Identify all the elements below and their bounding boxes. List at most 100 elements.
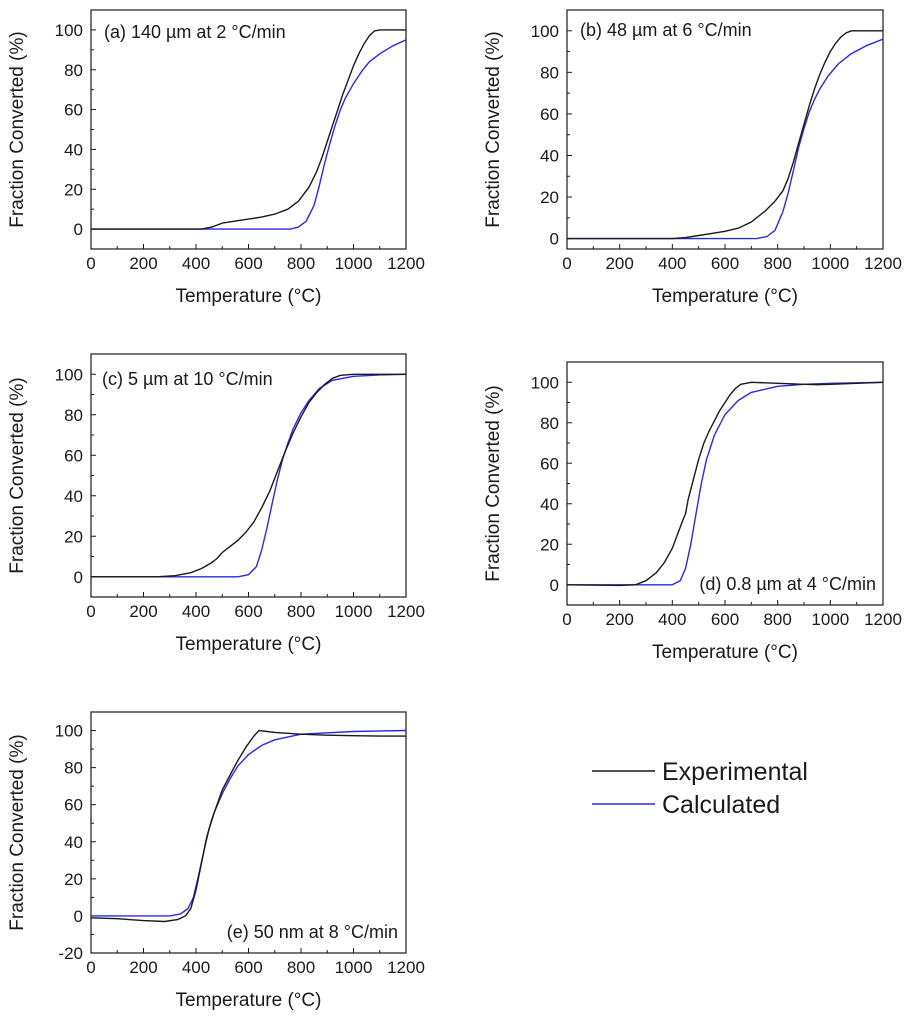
chart-panel: 0 200 400 600 800 1000 1200 0 20 40 60 80 100 Tempera… [7, 353, 425, 655]
x-tick-label: 0 [562, 610, 571, 629]
x-tick-label: 600 [234, 254, 262, 273]
y-tick-label: 40 [540, 495, 559, 514]
x-tick-label: 1000 [335, 254, 373, 273]
x-tick-label: 400 [182, 254, 210, 273]
y-tick-label: 80 [64, 61, 83, 80]
x-tick-label: 1200 [387, 602, 425, 621]
y-tick-label: 0 [74, 220, 83, 239]
series-line-calculated [91, 373, 407, 578]
y-tick-label: 100 [531, 22, 559, 41]
series-line-experimental [91, 373, 406, 578]
y-tick-label: 100 [55, 365, 83, 384]
x-tick-label: 800 [287, 958, 315, 977]
series-line-calculated [91, 39, 407, 230]
series-line-experimental [566, 381, 884, 587]
y-tick-label: 0 [74, 907, 83, 926]
y-axis-title: Fraction Converted (%) [7, 377, 28, 573]
x-tick-label: 200 [129, 602, 157, 621]
x-tick-label: 1200 [864, 254, 902, 273]
x-tick-label: 400 [182, 602, 210, 621]
legend-label-calculated: Calculated [662, 791, 780, 819]
y-tick-label: 0 [550, 576, 559, 595]
legend: Experimental Calculated [592, 758, 808, 819]
y-tick-label: 60 [540, 454, 559, 473]
y-tick-label: 0 [74, 568, 83, 587]
x-axis-title: Temperature (°C) [176, 286, 322, 307]
x-tick-label: 800 [763, 610, 791, 629]
series-line-calculated [91, 729, 407, 917]
y-tick-label: 80 [64, 759, 83, 778]
x-axis-title: Temperature (°C) [176, 634, 322, 655]
y-tick-label: 60 [64, 446, 83, 465]
x-tick-label: 0 [86, 958, 95, 977]
x-tick-label: 1000 [811, 254, 849, 273]
y-axis-title: Fraction Converted (%) [483, 385, 504, 581]
x-tick-label: 400 [658, 610, 686, 629]
series-line-experimental [90, 729, 406, 923]
panel-label: (b) 48 µm at 6 °C/min [580, 20, 752, 40]
plot-frame [566, 9, 884, 250]
y-tick-label: 20 [540, 188, 559, 207]
panel-label: (e) 50 nm at 8 °C/min [227, 922, 398, 942]
series-line-calculated [567, 38, 884, 240]
y-tick-label: 20 [64, 527, 83, 546]
x-tick-label: 1000 [335, 602, 373, 621]
x-tick-label: 600 [711, 610, 739, 629]
x-tick-label: 800 [287, 602, 315, 621]
y-tick-label: -20 [58, 944, 83, 963]
x-tick-label: 600 [234, 958, 262, 977]
y-tick-label: 20 [64, 180, 83, 199]
y-tick-label: 60 [540, 105, 559, 124]
x-tick-label: 200 [129, 254, 157, 273]
y-tick-label: 100 [531, 373, 559, 392]
panel-label: (d) 0.8 µm at 4 °C/min [699, 574, 876, 594]
y-tick-label: 80 [540, 414, 559, 433]
series-line-experimental [91, 29, 406, 230]
x-tick-label: 800 [763, 254, 791, 273]
x-tick-label: 600 [711, 254, 739, 273]
x-tick-label: 400 [658, 254, 686, 273]
chart-panel: 0 200 400 600 800 1000 1200 0 20 40 60 80 100 Tempera… [7, 9, 425, 307]
y-tick-label: 40 [64, 140, 83, 159]
chart-panel: 0 200 400 600 800 1000 1200 0 20 40 60 80 100 Tempera… [483, 9, 902, 307]
y-tick-label: 100 [55, 21, 83, 40]
x-tick-label: 200 [605, 254, 633, 273]
y-axis-title: Fraction Converted (%) [7, 31, 28, 227]
x-tick-label: 200 [605, 610, 633, 629]
y-tick-label: 100 [55, 722, 83, 741]
plot-frame [566, 361, 884, 606]
y-tick-label: 40 [64, 833, 83, 852]
x-tick-label: 0 [86, 254, 95, 273]
y-tick-label: 80 [64, 406, 83, 425]
plot-frame [90, 353, 407, 598]
panel-label: (a) 140 µm at 2 °C/min [104, 22, 286, 42]
y-tick-label: 0 [550, 230, 559, 249]
x-tick-label: 1000 [811, 610, 849, 629]
y-axis-title: Fraction Converted (%) [7, 734, 28, 930]
x-tick-label: 600 [234, 602, 262, 621]
series-line-experimental [567, 30, 883, 240]
y-tick-label: 20 [540, 535, 559, 554]
x-tick-label: 1200 [864, 610, 902, 629]
x-tick-label: 1000 [335, 958, 373, 977]
plot-frame [90, 711, 407, 954]
x-tick-label: 1200 [387, 958, 425, 977]
x-tick-label: 0 [562, 254, 571, 273]
y-tick-label: 60 [64, 101, 83, 120]
legend-label-experimental: Experimental [662, 758, 808, 786]
series-line-calculated [567, 381, 884, 586]
y-tick-label: 80 [540, 63, 559, 82]
y-axis-title: Fraction Converted (%) [483, 31, 504, 227]
y-tick-label: 40 [64, 487, 83, 506]
x-tick-label: 800 [287, 254, 315, 273]
chart-panel: 0 200 400 600 800 1000 1200 0 20 40 60 80 100 Tempera… [483, 361, 902, 663]
y-tick-label: 60 [64, 796, 83, 815]
x-tick-label: 1200 [387, 254, 425, 273]
panel-label: (c) 5 µm at 10 °C/min [102, 369, 273, 389]
x-tick-label: 0 [86, 602, 95, 621]
x-axis-title: Temperature (°C) [176, 990, 322, 1011]
plot-frame [90, 9, 407, 250]
x-tick-label: 200 [129, 958, 157, 977]
x-axis-title: Temperature (°C) [652, 286, 798, 307]
